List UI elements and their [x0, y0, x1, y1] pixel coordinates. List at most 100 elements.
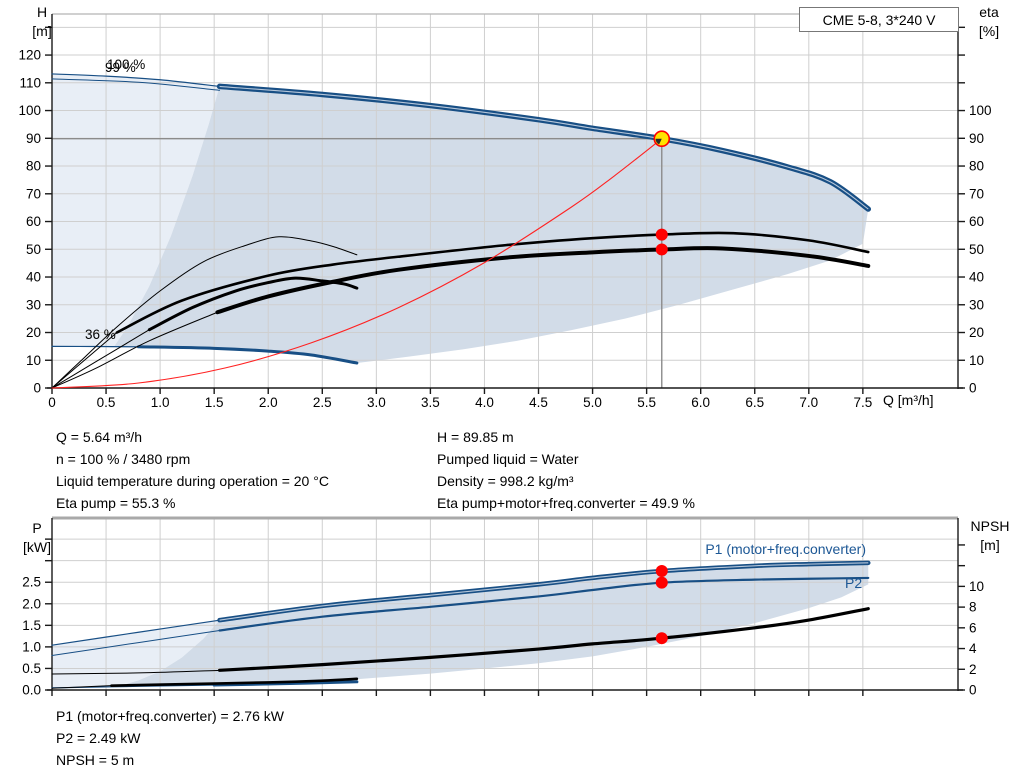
result-density: Density = 998.2 kg/m³ [437, 473, 574, 489]
tick-label-bottom: 4.0 [475, 395, 494, 410]
head-axis-unit-h: H [36, 4, 48, 20]
p1-curve-label: P1 (motor+freq.converter) [705, 541, 866, 557]
tick-label-left: 0.5 [22, 661, 41, 676]
npsh-curve-min-speed-path [110, 677, 359, 687]
duty-crosshair [52, 138, 663, 388]
tick-label-left: 10 [26, 353, 41, 368]
tick-label-left: 40 [26, 270, 41, 285]
tick-label-left: 80 [26, 159, 41, 174]
tick-label-bottom: 3.0 [367, 395, 386, 410]
result-pumped-liquid: Pumped liquid = Water [437, 451, 579, 467]
duty-results-right: H = 89.85 m Pumped liquid = Water Densit… [437, 426, 695, 514]
tick-label-right: 70 [969, 186, 984, 201]
power-chart-ticks: 0.0 0.5 1.0 1.5 2.0 2.5 0 2 4 6 8 10 [22, 538, 984, 698]
tick-label-right: 10 [969, 353, 984, 368]
pump-curve-100pct-inner-line [219, 85, 869, 210]
tick-label-left: 110 [19, 75, 41, 90]
tick-label-bottom: 5.0 [583, 395, 602, 410]
eta-total-marker [655, 243, 668, 256]
tick-label-left: 120 [18, 48, 41, 63]
speed-100-label: 100 % [107, 57, 146, 72]
eta-total-min-speed-path [147, 276, 359, 332]
tick-label-bottom: 5.5 [637, 395, 656, 410]
pump-model-label: CME 5-8, 3*240 V [822, 11, 936, 28]
eta-pump-min-speed-path [51, 236, 358, 389]
tick-label-left: 90 [26, 131, 41, 146]
tick-label-bottom: 4.5 [529, 395, 548, 410]
result-eta-pump: Eta pump = 55.3 % [56, 495, 176, 511]
eta-total-min-speed-path [51, 329, 150, 389]
p1-marker [655, 565, 668, 578]
npsh-curve-path [217, 607, 870, 672]
eta-pump-100pct-path [115, 231, 870, 334]
tick-label-right: 50 [969, 242, 984, 257]
pump-model-badge: CME 5-8, 3*240 V [799, 7, 959, 32]
duty-results-left: Q = 5.64 m³/h n = 100 % / 3480 rpm Liqui… [56, 426, 329, 514]
tick-label-bottom: 1.5 [205, 395, 224, 410]
npsh-curve-path [51, 669, 221, 675]
tick-label-left: 20 [26, 325, 41, 340]
power-axis-title: P [kW] [14, 519, 60, 557]
tick-label-right: 20 [969, 325, 984, 340]
power-chart-axes [47, 518, 963, 691]
tick-label-right: 60 [969, 214, 984, 229]
eta-axis-title: eta [%] [964, 3, 1014, 41]
npsh-axis-name: NPSH [970, 518, 1010, 534]
result-liquid-temp: Liquid temperature during operation = 20… [56, 473, 329, 489]
tick-label-left: 1.5 [22, 618, 41, 633]
tick-label-bottom: 3.5 [421, 395, 440, 410]
eta-total-100pct-path [51, 311, 218, 389]
result-npsh: NPSH = 5 m [56, 752, 135, 768]
eta-axis-unit: [%] [978, 23, 1000, 39]
result-flow: Q = 5.64 m³/h [56, 429, 142, 445]
tick-label-left: 30 [26, 297, 41, 312]
tick-label-left: 2.5 [22, 575, 41, 590]
eta-pump-100pct-path [51, 332, 118, 389]
result-eta-total: Eta pump+motor+freq.converter = 49.9 % [437, 495, 695, 511]
p2-curve-path [218, 576, 870, 632]
tick-label-right: 8 [969, 600, 977, 615]
head-chart-gridlines [52, 14, 958, 388]
duty-point-marker[interactable] [653, 130, 671, 148]
power-axis-name: P [32, 520, 42, 536]
tick-label-right: 90 [969, 131, 984, 146]
tick-label-bottom: 7.5 [853, 395, 872, 410]
power-chart-gridlines [52, 518, 958, 690]
tick-label-left: 70 [26, 186, 41, 201]
p2-curve-path [51, 630, 221, 657]
tick-label-bottom: 7.0 [799, 395, 818, 410]
tick-label-bottom: 1.0 [151, 395, 170, 410]
tick-label-right: 6 [969, 620, 977, 635]
tick-label-left: 2.0 [22, 596, 41, 611]
tick-label-right: 100 [969, 103, 992, 118]
power-axis-unit: [kW] [23, 539, 51, 555]
result-speed: n = 100 % / 3480 rpm [56, 451, 191, 467]
power-results: P1 (motor+freq.converter) = 2.76 kW P2 =… [56, 705, 284, 771]
speed-99-label: 99 % [105, 60, 136, 75]
tick-label-bottom: 6.0 [691, 395, 710, 410]
pump-curve-min-speed-path [136, 345, 359, 365]
tick-label-left: 0 [33, 381, 41, 396]
npsh-curve-min-speed-path [51, 685, 112, 689]
p2-marker [655, 576, 668, 589]
tick-label-left: 0.0 [22, 683, 41, 698]
npsh-marker [655, 632, 668, 645]
npsh-axis-unit: [m] [980, 537, 1000, 553]
pump-curve-99pct-path [51, 78, 221, 91]
tick-label-bottom: 6.5 [745, 395, 764, 410]
p2-curve-label: P2 [845, 575, 863, 591]
tick-label-right: 0 [969, 683, 977, 698]
tick-label-right: 40 [969, 270, 984, 285]
tick-label-bottom: 0.5 [97, 395, 116, 410]
pump-curve-100pct-path [51, 73, 221, 88]
result-p2: P2 = 2.49 kW [56, 730, 141, 746]
tick-label-right: 2 [969, 662, 977, 677]
tick-label-left: 100 [18, 103, 41, 118]
control-curve-path [51, 138, 663, 389]
p1-curve-inner-line [219, 562, 869, 621]
tick-label-right: 80 [969, 159, 984, 174]
eta-axis-name: eta [979, 4, 999, 20]
tick-label-bottom: 2.0 [259, 395, 278, 410]
